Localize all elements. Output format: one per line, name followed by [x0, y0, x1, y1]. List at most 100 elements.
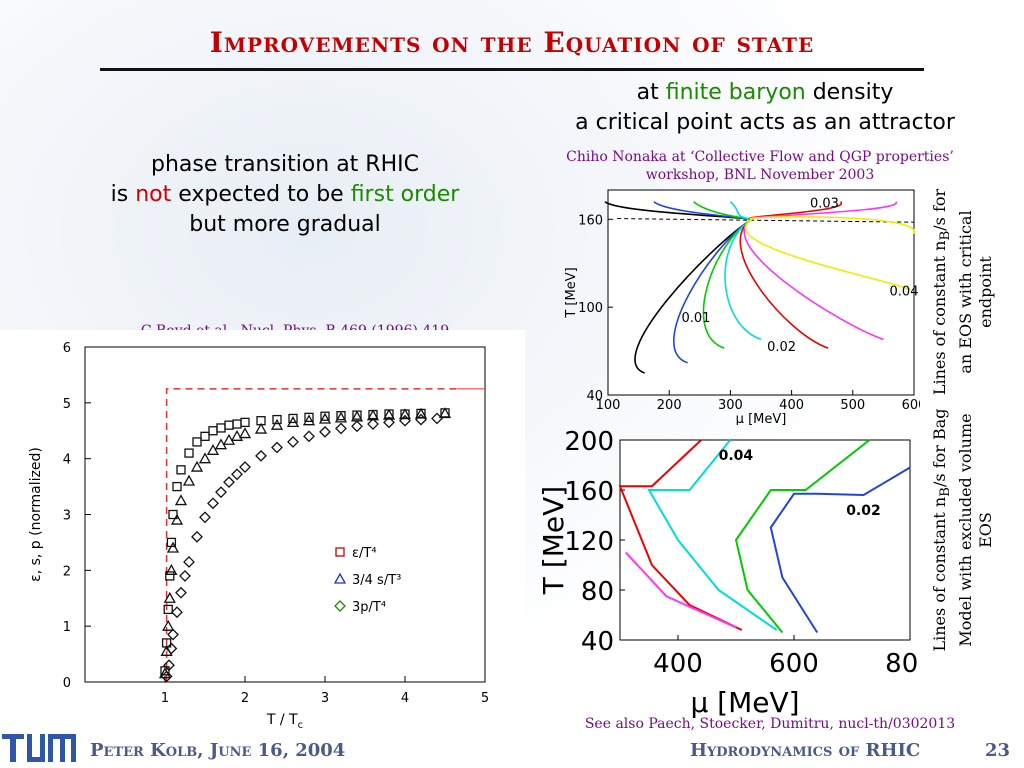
y-tick-label: 80 [581, 577, 614, 607]
data-point [238, 427, 252, 439]
source-paech: See also Paech, Stoecker, Dumitru, nucl-… [584, 716, 956, 732]
y-axis-label: T [MeV] [564, 267, 579, 318]
isentrope-line [744, 216, 915, 291]
data-point [165, 571, 175, 581]
y-tick-label: 3 [63, 509, 71, 524]
x-axis-label-sub: c [298, 720, 304, 730]
data-point [184, 448, 194, 458]
data-point [367, 418, 379, 430]
data-point [303, 430, 315, 443]
footer-author: Peter Kolb, June 16, 2004 [90, 740, 346, 761]
isentrope-line [769, 466, 911, 634]
x-tick-label: 400 [779, 398, 804, 413]
data-point [160, 670, 173, 683]
data-point [198, 452, 212, 464]
data-point [335, 422, 347, 435]
phase-boundary-line [617, 218, 915, 223]
x-tick-label: 1 [161, 691, 169, 706]
data-point [334, 411, 348, 423]
data-point [206, 443, 220, 455]
title-underline [100, 68, 924, 71]
left-heading-text: expected to be [171, 182, 351, 207]
isentrope-line [724, 201, 762, 341]
data-point [200, 431, 210, 441]
data-point [191, 530, 203, 543]
data-point [163, 591, 176, 603]
x-tick-label: 5 [481, 691, 489, 706]
y-tick-label: 6 [63, 341, 71, 356]
data-point [192, 437, 202, 447]
y-tick-label: 160 [578, 213, 603, 228]
x-tick-label: 100 [596, 398, 621, 413]
series-diamond [160, 412, 443, 683]
source-nonaka: Chiho Nonaka at ‘Collective Flow and QGP… [566, 149, 954, 183]
isentrope-line [734, 439, 871, 634]
data-point [271, 441, 283, 454]
x-axis-label: μ [MeV] [736, 412, 787, 425]
y-tick-label: 1 [63, 620, 71, 635]
critical-endpoint-chart: 10020030040050060040100160μ [MeV]T [MeV]… [564, 189, 920, 425]
data-point [239, 461, 251, 473]
data-point [270, 418, 284, 430]
data-point [431, 412, 443, 425]
data-point [335, 547, 345, 557]
right-heading-line2: a critical point acts as an attractor [575, 110, 955, 135]
data-point [382, 408, 396, 420]
data-point [415, 413, 427, 426]
data-point [320, 411, 330, 421]
y-tick-label: 200 [564, 430, 614, 457]
isentrope-line [625, 551, 737, 629]
tum-logo-icon [2, 734, 76, 762]
x-axis-label: μ [MeV] [690, 686, 799, 719]
x-tick-label: 200 [657, 398, 682, 413]
y-tick-label: 5 [63, 397, 71, 412]
x-tick-label: 4 [401, 691, 409, 706]
footer-page-number: 23 [985, 740, 1011, 761]
data-point [254, 422, 268, 434]
data-point [183, 556, 195, 568]
isentrope-line [618, 439, 743, 631]
data-point [162, 619, 175, 631]
data-point [170, 513, 184, 525]
y-tick-label: 2 [63, 564, 71, 579]
data-point [222, 433, 236, 445]
isentrope-label: 0.04 [719, 448, 754, 464]
data-point [287, 435, 299, 448]
data-point [333, 572, 347, 584]
x-tick-label: 600 [769, 649, 819, 679]
data-point [163, 659, 175, 672]
page-title: Improvements on the Equation of state [209, 26, 815, 59]
legend-entry: 3/4 s/T³ [333, 572, 401, 588]
legend-label: 3p/T⁴ [352, 600, 386, 615]
legend-entry: ε/T⁴ [335, 546, 377, 561]
plot-frame [607, 189, 915, 396]
data-point [174, 494, 188, 506]
data-point [171, 606, 183, 619]
right-heading: at finite baryon density a critical poin… [520, 78, 1010, 138]
label-critical-endpoint: Lines of constant nB/s for an EOS with c… [930, 182, 995, 402]
series-triangle [158, 407, 452, 679]
right-heading-text: at [636, 80, 666, 105]
label-bag-model: Lines of constant nB/s for Bag Model wit… [930, 405, 995, 655]
right-heading-line1: at finite baryon density [520, 78, 1010, 108]
lattice-eos-chart: 1 2 3 4 5 0 1 2 3 4 5 6 T / Tc ε, s, p (normalized) ε/… [0, 330, 525, 730]
y-tick-label: 0 [63, 676, 71, 691]
x-tick-label: 500 [840, 398, 865, 413]
chart-background [0, 330, 525, 730]
y-tick-label: 120 [564, 527, 614, 557]
data-point [190, 460, 204, 472]
y-tick-label: 160 [564, 477, 614, 507]
data-point [207, 497, 219, 510]
data-point [302, 414, 316, 426]
isentrope-label: 0.01 [681, 311, 710, 326]
isentrope-line [647, 439, 778, 631]
isentrope-label: 0.04 [890, 284, 919, 299]
legend-label: 3/4 s/T³ [352, 573, 401, 588]
data-point [231, 468, 243, 481]
left-heading: phase transition at RHIC is not expected… [50, 150, 520, 240]
y-tick-label: 4 [63, 453, 71, 468]
x-axis-label-text: T / T [266, 712, 298, 728]
x-tick-label: 3 [321, 691, 329, 706]
data-point [286, 416, 300, 428]
x-tick-label: 800 [885, 649, 920, 679]
